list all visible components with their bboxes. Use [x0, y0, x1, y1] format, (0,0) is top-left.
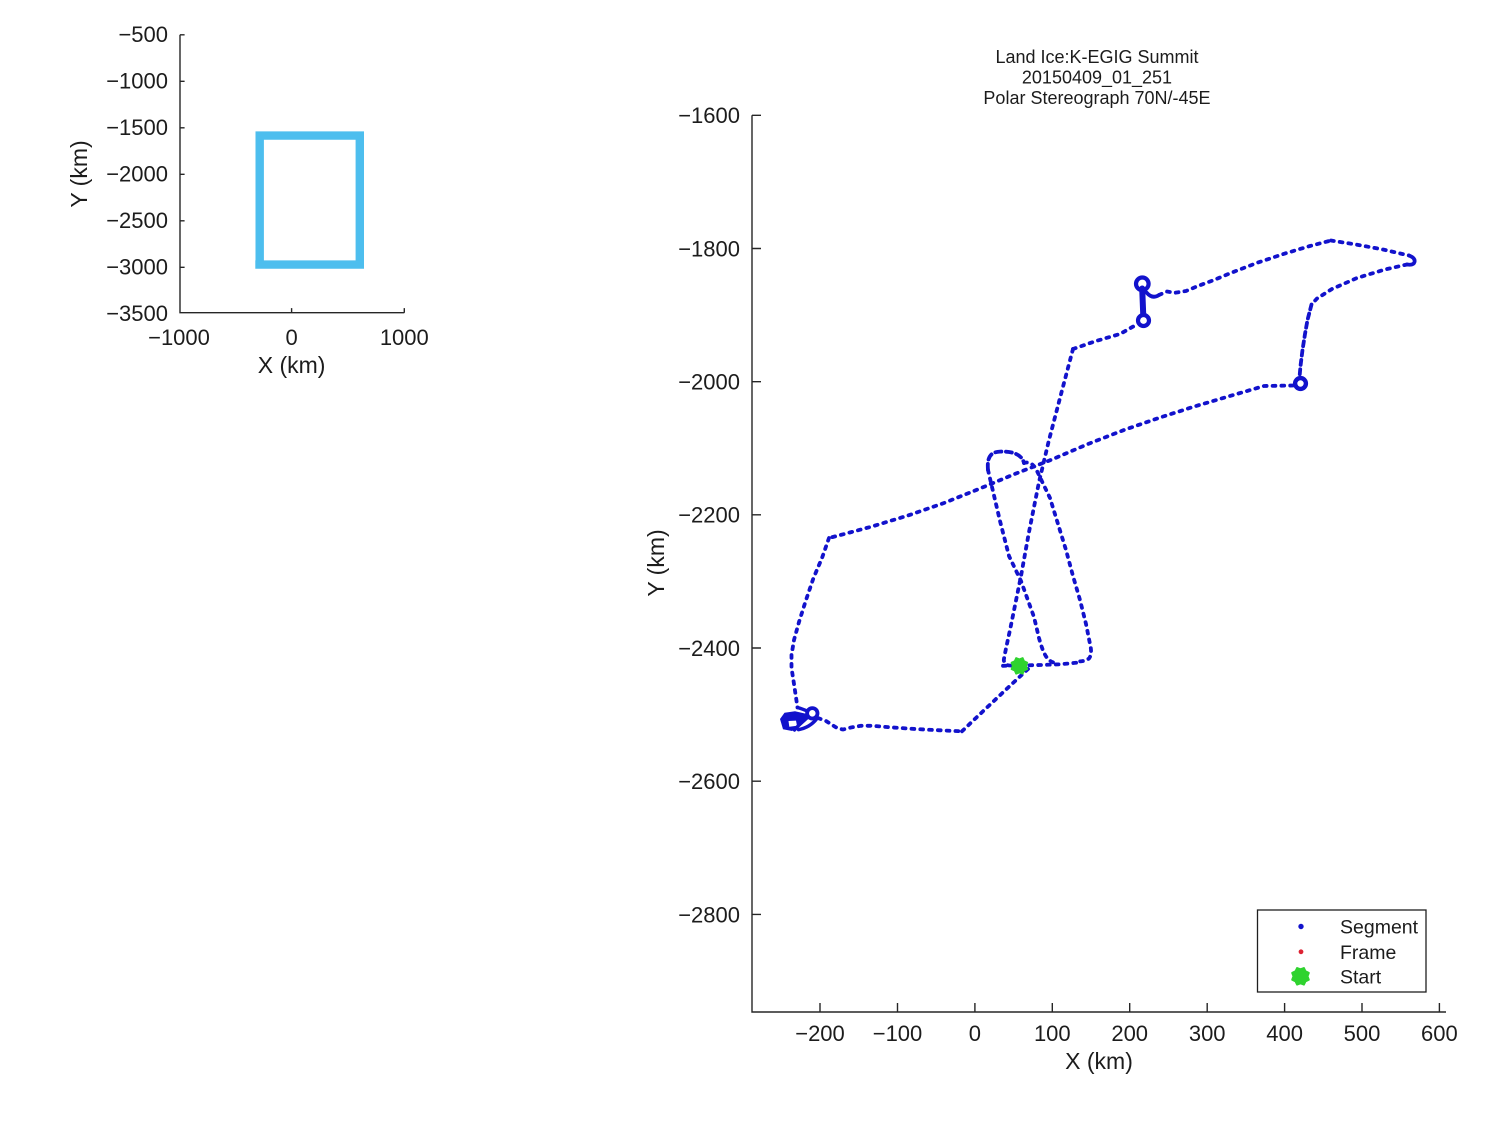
svg-text:−500: −500 [118, 22, 168, 47]
svg-text:X (km): X (km) [258, 352, 326, 378]
svg-text:Frame: Frame [1340, 942, 1396, 964]
svg-text:−1500: −1500 [106, 115, 168, 140]
svg-text:200: 200 [1111, 1021, 1148, 1046]
svg-text:−2000: −2000 [106, 161, 168, 186]
svg-text:Y (km): Y (km) [643, 529, 669, 596]
svg-text:−1800: −1800 [678, 236, 740, 261]
svg-text:Segment: Segment [1340, 917, 1419, 939]
svg-text:−100: −100 [873, 1021, 923, 1046]
svg-text:−2500: −2500 [106, 208, 168, 233]
svg-text:Polar Stereograph 70N/-45E: Polar Stereograph 70N/-45E [983, 88, 1210, 108]
svg-text:−3500: −3500 [106, 301, 168, 326]
svg-text:0: 0 [969, 1021, 981, 1046]
svg-text:−2200: −2200 [678, 503, 740, 528]
svg-text:300: 300 [1189, 1021, 1226, 1046]
svg-text:Land Ice:K-EGIG Summit: Land Ice:K-EGIG Summit [995, 47, 1198, 67]
svg-text:20150409_01_251: 20150409_01_251 [1022, 68, 1172, 89]
svg-text:−1600: −1600 [678, 103, 740, 128]
svg-text:−1000: −1000 [106, 68, 168, 93]
svg-text:0: 0 [285, 325, 297, 350]
svg-text:−3000: −3000 [106, 254, 168, 279]
svg-text:−2600: −2600 [678, 769, 740, 794]
svg-text:−2000: −2000 [678, 370, 740, 395]
svg-text:X (km): X (km) [1065, 1048, 1133, 1074]
svg-text:−200: −200 [795, 1021, 845, 1046]
svg-text:600: 600 [1421, 1021, 1458, 1046]
svg-text:Y (km): Y (km) [66, 140, 92, 207]
svg-text:500: 500 [1344, 1021, 1381, 1046]
svg-text:1000: 1000 [380, 325, 429, 350]
svg-text:−2800: −2800 [678, 902, 740, 927]
svg-text:−2400: −2400 [678, 636, 740, 661]
svg-text:100: 100 [1034, 1021, 1071, 1046]
svg-text:400: 400 [1266, 1021, 1303, 1046]
svg-text:−1000: −1000 [148, 325, 210, 350]
svg-text:Start: Start [1340, 966, 1382, 988]
